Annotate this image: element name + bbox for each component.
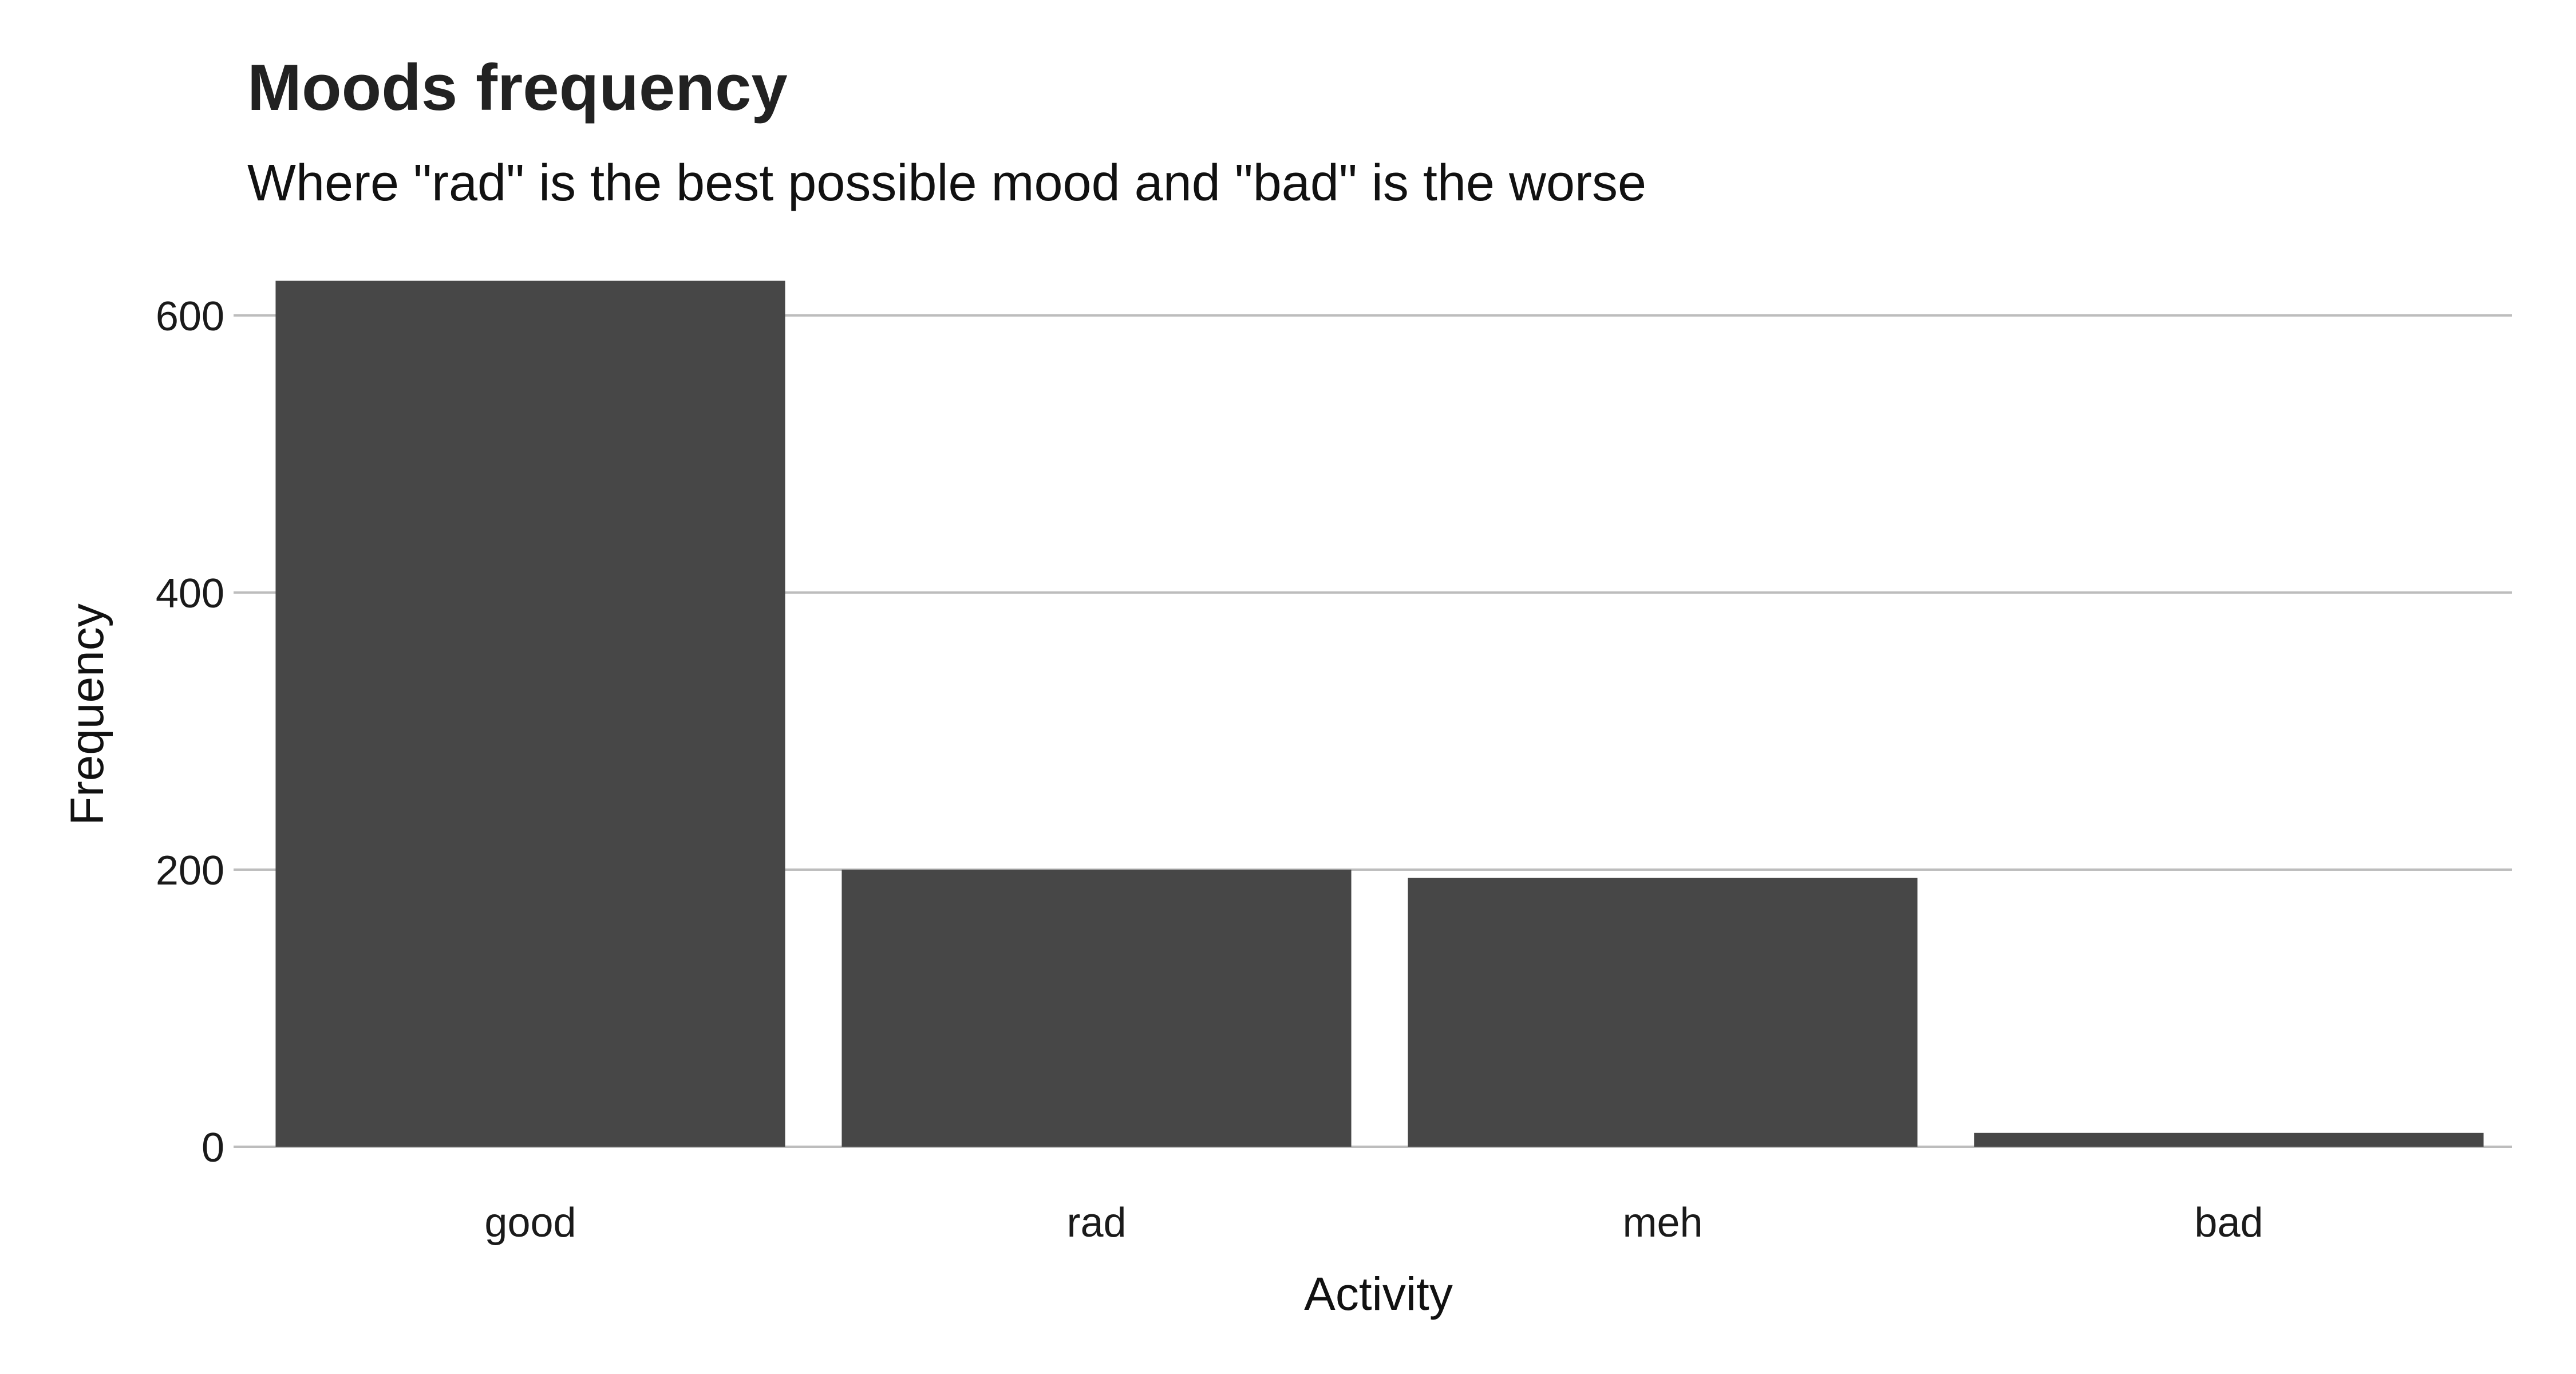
x-axis-title: Activity <box>1304 1268 1453 1320</box>
bar-bad <box>1974 1132 2484 1147</box>
bars <box>275 281 2484 1147</box>
y-axis-ticks: 0 200 400 600 <box>156 294 247 1171</box>
bar-meh <box>1408 878 1918 1147</box>
y-axis-title: Frequency <box>61 603 113 825</box>
x-tick-label: rad <box>1066 1200 1126 1246</box>
x-tick-label: good <box>484 1200 576 1246</box>
y-tick-label: 400 <box>156 571 224 617</box>
y-tick-label: 200 <box>156 848 224 894</box>
chart-subtitle: Where "rad" is the best possible mood an… <box>247 155 1646 212</box>
bar-rad <box>841 870 1352 1147</box>
y-tick-label: 0 <box>202 1125 224 1171</box>
y-tick-label: 600 <box>156 294 224 339</box>
chart-title: Moods frequency <box>247 52 788 124</box>
x-axis-ticks: good rad meh bad <box>484 1200 2263 1246</box>
x-tick-label: meh <box>1622 1200 1702 1246</box>
bar-good <box>275 281 785 1147</box>
x-tick-label: bad <box>2194 1200 2263 1246</box>
